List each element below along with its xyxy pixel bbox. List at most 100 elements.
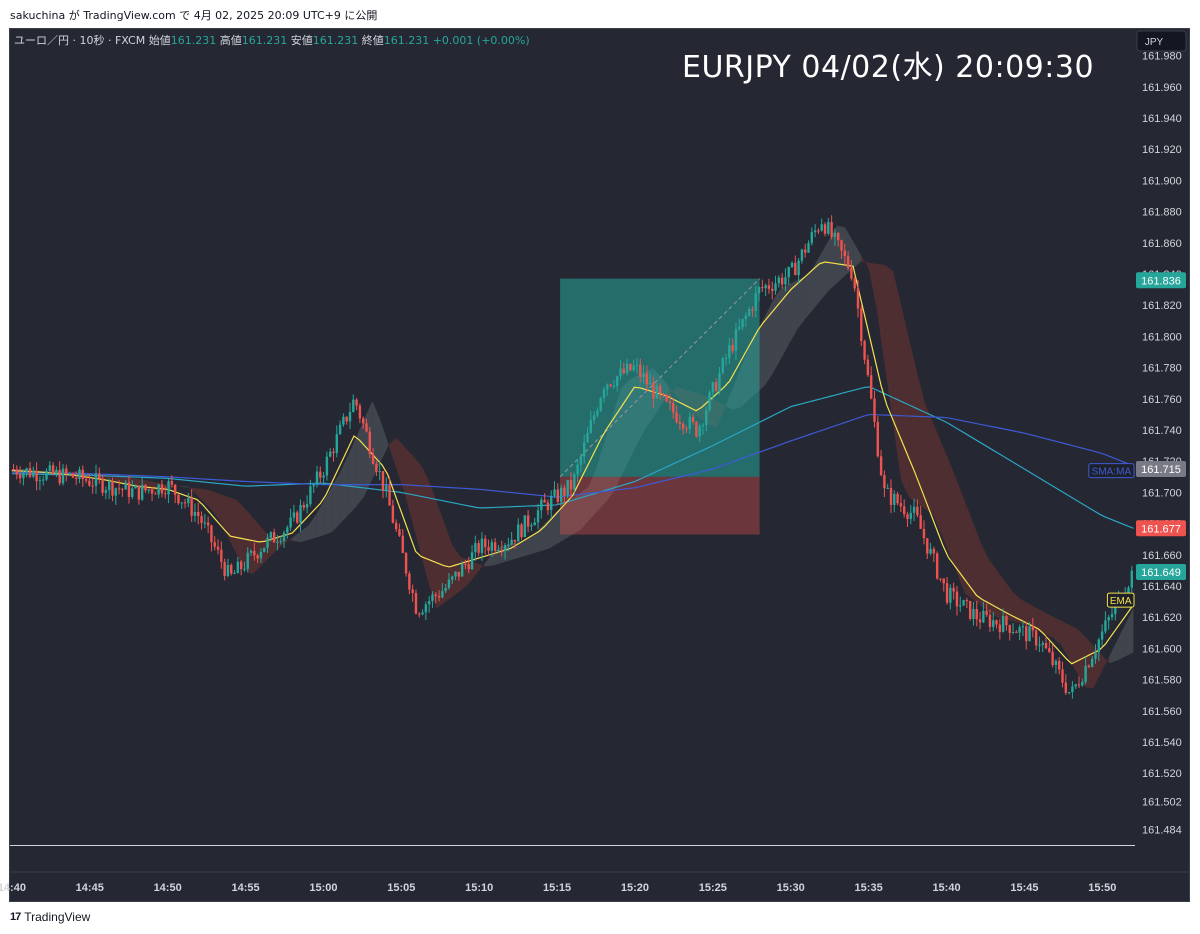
y-tick-label: 161.800 xyxy=(1142,331,1182,343)
candle-body xyxy=(774,283,777,291)
ichimoku-cloud-segment xyxy=(1069,624,1078,674)
candle-body xyxy=(612,385,616,387)
ichimoku-cloud-segment xyxy=(212,491,221,522)
ichimoku-cloud-segment xyxy=(524,535,533,557)
candle-body xyxy=(856,288,860,309)
candle-body xyxy=(734,328,738,352)
candle-body xyxy=(170,481,174,485)
ichimoku-cloud-segment xyxy=(901,305,910,498)
candle-body xyxy=(978,619,982,623)
candle-body xyxy=(517,524,520,542)
candle-body xyxy=(342,416,345,425)
candle-body xyxy=(771,288,774,291)
candle-body xyxy=(299,504,302,523)
candle-body xyxy=(639,364,642,377)
candle-body xyxy=(893,493,896,505)
y-tick-label: 161.700 xyxy=(1142,487,1182,499)
symbol-name[interactable]: ユーロ／円 · 10秒 · FXCM xyxy=(14,34,146,47)
x-tick-label: 15:00 xyxy=(309,882,337,894)
ichimoku-cloud-segment xyxy=(300,525,309,543)
candle-body xyxy=(853,278,856,289)
candle-body xyxy=(813,230,817,233)
ichimoku-cloud-segment xyxy=(83,472,92,477)
candle-body xyxy=(107,481,111,491)
price-label-tag xyxy=(1136,563,1186,580)
ichimoku-cloud-segment xyxy=(949,461,958,574)
overlay-title: EURJPY 04/02(水) 20:09:30 xyxy=(682,50,1095,85)
ichimoku-cloud-segment xyxy=(196,488,205,503)
candle-body xyxy=(609,384,612,386)
ichimoku-cloud-segment xyxy=(764,300,773,386)
candle-body xyxy=(1091,658,1094,667)
ichimoku-cloud-segment xyxy=(492,546,501,566)
ichimoku-cloud-segment xyxy=(957,481,966,594)
candle-body xyxy=(879,456,883,476)
candle-body xyxy=(309,486,312,504)
candle-body xyxy=(460,564,464,577)
candle-body xyxy=(183,502,187,504)
candle-body xyxy=(315,471,319,485)
candle-body xyxy=(1025,626,1028,642)
ema-line xyxy=(11,261,1134,665)
ichimoku-cloud-segment xyxy=(260,526,269,567)
candle-body xyxy=(546,502,550,511)
low-label: 安値 xyxy=(290,34,313,47)
y-tick-label: 161.760 xyxy=(1142,394,1182,406)
candle-body xyxy=(1038,644,1041,646)
candle-body xyxy=(1081,681,1084,686)
candle-body xyxy=(65,468,68,475)
ichimoku-cloud-segment xyxy=(1021,599,1030,626)
symbol-legend: ユーロ／円 · 10秒 · FXCM 始値161.231 高値161.231 安… xyxy=(14,32,530,48)
candle-body xyxy=(88,480,91,486)
candle-body xyxy=(124,482,127,490)
candle-body xyxy=(926,538,929,554)
candle-body xyxy=(599,398,602,411)
candle-body xyxy=(292,512,296,518)
ichimoku-cloud-segment xyxy=(1077,628,1086,688)
currency-button-label[interactable]: JPY xyxy=(1145,37,1164,48)
candle-body xyxy=(296,512,299,523)
y-tick-label: 161.640 xyxy=(1142,581,1182,593)
candle-body xyxy=(741,318,744,328)
ichimoku-cloud-segment xyxy=(332,472,341,532)
candle-body xyxy=(127,482,131,498)
ichimoku-cloud-segment xyxy=(1125,607,1134,657)
candle-body xyxy=(474,543,477,553)
ichimoku-cloud-segment xyxy=(1045,612,1054,638)
candle-body xyxy=(767,285,771,289)
candle-body xyxy=(777,277,781,284)
currency-button[interactable] xyxy=(1136,30,1187,52)
candle-body xyxy=(42,479,45,481)
candle-body xyxy=(757,287,761,294)
candle-body xyxy=(187,497,190,504)
ichimoku-cloud-segment xyxy=(548,511,557,549)
candle-body xyxy=(210,525,213,543)
candle-body xyxy=(540,499,543,511)
stop-loss-zone[interactable] xyxy=(560,476,760,535)
candle-body xyxy=(325,456,329,476)
open-label: 始値 xyxy=(148,34,171,47)
ichimoku-cloud-segment xyxy=(965,502,974,600)
high-value: 161.231 xyxy=(241,34,288,47)
candle-body xyxy=(886,487,889,489)
candle-body xyxy=(695,421,698,437)
candle-body xyxy=(553,489,556,496)
candle-body xyxy=(233,573,236,575)
candle-body xyxy=(718,373,721,391)
ichimoku-cloud-segment xyxy=(348,436,357,515)
ichimoku-cloud-segment xyxy=(780,284,789,359)
ichimoku-cloud-segment xyxy=(316,500,325,538)
candle-body xyxy=(866,359,870,376)
candle-body xyxy=(144,484,147,491)
ichimoku-cloud-segment xyxy=(772,288,781,374)
candle-body xyxy=(728,345,731,358)
close-label: 終値 xyxy=(361,34,384,47)
candle-body xyxy=(200,516,203,523)
candle-body xyxy=(1077,684,1081,686)
candle-body xyxy=(899,503,903,507)
candle-body xyxy=(28,468,32,477)
candle-body xyxy=(312,484,315,487)
high-label: 高値 xyxy=(219,34,242,47)
candle-body xyxy=(919,515,922,529)
